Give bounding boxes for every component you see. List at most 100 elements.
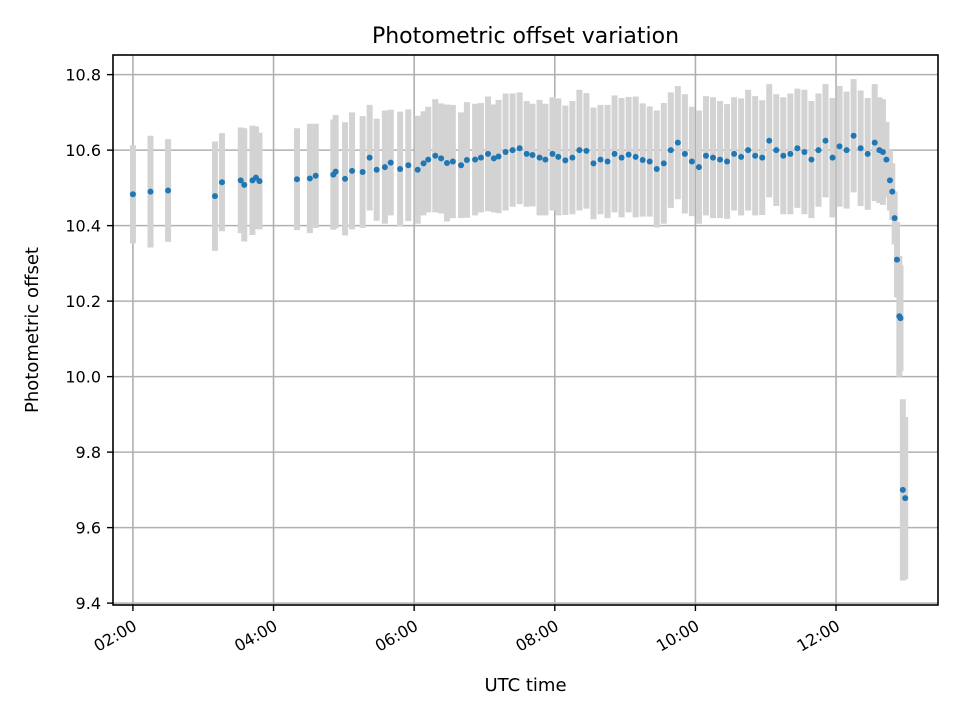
data-point bbox=[646, 158, 653, 165]
data-point bbox=[432, 152, 439, 159]
data-point bbox=[449, 158, 456, 165]
x-tick-label: 06:00 bbox=[372, 616, 421, 656]
data-point bbox=[886, 177, 893, 184]
data-point bbox=[342, 175, 349, 182]
data-point bbox=[438, 155, 445, 162]
y-tick-label: 10.4 bbox=[65, 217, 101, 236]
x-tick-label: 02:00 bbox=[90, 616, 139, 656]
data-point bbox=[766, 137, 773, 144]
x-tick-label: 04:00 bbox=[231, 616, 280, 656]
x-tick-label: 10:00 bbox=[653, 616, 702, 656]
data-point bbox=[332, 168, 339, 175]
y-tick-label: 10.6 bbox=[65, 141, 101, 160]
data-point bbox=[256, 178, 263, 185]
data-point bbox=[864, 150, 871, 157]
data-point bbox=[879, 149, 886, 156]
data-point bbox=[738, 153, 745, 160]
y-axis-label: Photometric offset bbox=[22, 247, 43, 413]
data-point bbox=[420, 160, 427, 167]
data-point bbox=[717, 156, 724, 163]
data-point bbox=[836, 143, 843, 150]
data-point bbox=[822, 137, 829, 144]
data-point bbox=[604, 158, 611, 165]
data-point bbox=[801, 149, 808, 156]
data-point bbox=[653, 166, 660, 173]
data-point bbox=[516, 145, 523, 152]
data-point bbox=[815, 147, 822, 154]
data-point bbox=[780, 152, 787, 159]
data-point bbox=[495, 153, 502, 160]
data-point bbox=[458, 162, 465, 169]
data-point bbox=[414, 166, 421, 173]
y-tick-label: 9.8 bbox=[76, 443, 101, 462]
data-point bbox=[542, 156, 549, 163]
x-tick-label: 12:00 bbox=[794, 616, 843, 656]
data-point bbox=[477, 154, 484, 161]
data-point bbox=[843, 147, 850, 154]
data-point bbox=[857, 145, 864, 152]
data-point bbox=[555, 153, 562, 160]
data-point bbox=[611, 150, 618, 157]
y-tick-label: 10.8 bbox=[65, 66, 101, 85]
data-point bbox=[405, 162, 412, 169]
data-point bbox=[891, 215, 898, 222]
data-point bbox=[893, 256, 900, 263]
data-point bbox=[211, 193, 218, 200]
y-tick-label: 10.2 bbox=[65, 292, 101, 311]
y-tick-label: 9.4 bbox=[76, 594, 101, 613]
data-point bbox=[349, 167, 356, 174]
data-point bbox=[897, 315, 904, 322]
data-point bbox=[485, 150, 491, 157]
y-tick-label: 9.6 bbox=[76, 519, 101, 538]
data-point bbox=[147, 188, 154, 195]
data-point bbox=[667, 147, 674, 154]
data-point bbox=[625, 151, 632, 158]
data-point bbox=[312, 172, 319, 179]
data-point bbox=[883, 156, 890, 163]
data-point bbox=[752, 152, 759, 159]
data-point bbox=[129, 191, 136, 198]
chart-title: Photometric offset variation bbox=[372, 24, 679, 49]
data-point bbox=[218, 179, 225, 186]
data-point bbox=[502, 149, 509, 156]
data-point bbox=[509, 147, 516, 154]
data-point bbox=[241, 181, 248, 188]
data-point bbox=[731, 150, 738, 157]
data-point bbox=[639, 156, 646, 163]
data-point bbox=[674, 139, 681, 146]
data-point bbox=[850, 132, 857, 139]
data-point bbox=[576, 147, 583, 154]
data-point bbox=[794, 145, 801, 152]
data-point bbox=[359, 169, 366, 176]
data-point bbox=[871, 139, 878, 146]
data-point bbox=[902, 495, 909, 502]
data-point-layer bbox=[129, 132, 909, 502]
data-point bbox=[443, 159, 450, 166]
data-point bbox=[724, 158, 731, 165]
data-point bbox=[597, 156, 604, 163]
data-point bbox=[702, 152, 709, 159]
data-point bbox=[632, 153, 639, 160]
data-point bbox=[889, 188, 896, 195]
data-point bbox=[695, 164, 702, 171]
data-point bbox=[490, 155, 497, 162]
data-point bbox=[590, 160, 597, 167]
data-point bbox=[745, 147, 752, 154]
y-tick-label: 10.0 bbox=[65, 368, 101, 387]
data-point bbox=[381, 164, 388, 171]
data-point bbox=[425, 156, 432, 163]
data-point bbox=[759, 154, 766, 161]
data-point bbox=[583, 147, 590, 154]
data-point bbox=[463, 156, 470, 163]
data-point bbox=[787, 150, 794, 157]
data-point bbox=[562, 157, 569, 164]
data-point bbox=[523, 150, 530, 157]
data-point bbox=[808, 156, 815, 163]
data-point bbox=[899, 486, 906, 493]
data-point bbox=[710, 154, 716, 161]
data-point bbox=[529, 152, 536, 159]
data-point bbox=[293, 176, 300, 183]
x-axis-label: UTC time bbox=[484, 675, 566, 696]
data-point bbox=[536, 154, 543, 161]
